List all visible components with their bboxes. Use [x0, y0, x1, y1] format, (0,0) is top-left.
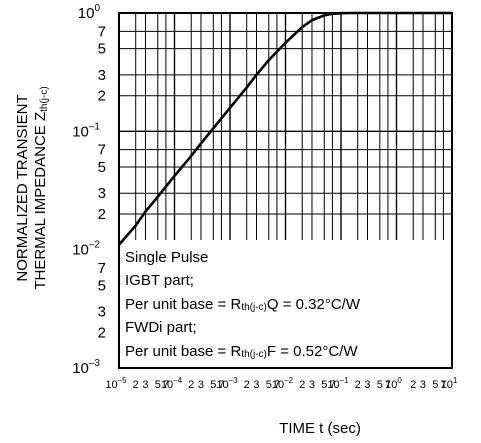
y-tick-label: 5	[98, 41, 106, 58]
x-tick-label: 10–4	[161, 376, 183, 391]
y-tick-base: 10	[72, 123, 89, 140]
y-axis-title: NORMALIZED TRANSIENT THERMAL IMPEDANCE Z…	[14, 86, 50, 289]
x-tick-label: 3	[364, 379, 370, 391]
x-tick-exponent: –3	[229, 376, 238, 385]
x-axis-ticks: 10–5 2 3 5 710–4 2 3 5 710–3 2 3 5 710–2 2 3 5 710–1 2 3 5 7…	[105, 376, 457, 391]
annotation-line-1: Single Pulse	[125, 249, 208, 266]
y-tick-label: 7	[98, 142, 106, 159]
x-tick-exponent: 0	[397, 376, 402, 385]
x-tick-exponent: –5	[118, 376, 127, 385]
x-tick-label: 2	[244, 379, 250, 391]
x-tick-label: 2	[299, 379, 305, 391]
y-tick-label: 5	[98, 159, 106, 176]
x-tick-label: 5	[210, 379, 216, 391]
annotation-line-3-pre: Per unit base = R	[125, 296, 241, 313]
y-tick-label: 2	[98, 88, 106, 105]
x-axis-title: TIME t (sec)	[279, 420, 361, 437]
y-tick-exponent: –1	[89, 121, 101, 132]
x-tick-label: 7	[218, 379, 224, 391]
series-line-thermal-impedance	[118, 11, 452, 246]
y-axis-title-line-2: THERMAL IMPEDANCE Zth(j-c)	[32, 86, 50, 289]
x-tick-exponent: 1	[453, 376, 458, 385]
x-tick-base: 10	[385, 379, 397, 391]
annotation-line-4: FWDi part;	[125, 319, 197, 336]
x-tick-label: 3	[198, 379, 204, 391]
x-axis-title-unit: (sec)	[323, 420, 361, 437]
annotation-line-2: IGBT part;	[125, 272, 194, 289]
x-tick-label: 10–5	[105, 376, 127, 391]
y-tick-label: 100	[78, 3, 101, 22]
x-tick-exponent: –1	[340, 376, 349, 385]
x-tick-label: 2	[188, 379, 194, 391]
x-tick-base: 10	[105, 379, 117, 391]
y-tick-label: 7	[98, 260, 106, 277]
x-tick-label: 2	[355, 379, 361, 391]
annotation-background	[119, 240, 451, 368]
y-tick-exponent: 0	[94, 3, 100, 14]
y-tick-label: 7	[98, 23, 106, 40]
x-tick-label: 3	[142, 379, 148, 391]
x-tick-label: 3	[253, 379, 259, 391]
x-tick-exponent: –4	[173, 376, 182, 385]
annotation-line-3: Per unit base = Rth(j-c)Q = 0.32°C/W	[125, 296, 361, 313]
x-tick-label: 3	[420, 379, 426, 391]
x-tick-label: 5	[377, 379, 383, 391]
x-tick-base: 10	[272, 379, 284, 391]
x-tick-label: 3	[309, 379, 315, 391]
annotation: Single Pulse IGBT part; Per unit base = …	[125, 249, 361, 360]
x-tick-label: 10–3	[216, 376, 238, 391]
x-tick-base: 10	[327, 379, 339, 391]
y-tick-label: 3	[98, 304, 106, 321]
x-tick-base: 10	[216, 379, 228, 391]
y-tick-label: 2	[98, 206, 106, 223]
y-tick-base: 10	[72, 360, 89, 377]
x-tick-label: 2	[133, 379, 139, 391]
x-tick-exponent: –2	[284, 376, 293, 385]
y-tick-label: 10–2	[72, 240, 100, 259]
annotation-line-5-pre: Per unit base = R	[125, 343, 241, 360]
x-tick-label: 5	[321, 379, 327, 391]
x-tick-label: 10–2	[272, 376, 294, 391]
y-tick-label: 3	[98, 185, 106, 202]
y-tick-label: 3	[98, 67, 106, 84]
x-tick-label: 2	[410, 379, 416, 391]
x-tick-label: 7	[385, 379, 391, 391]
annotation-line-3-post: Q = 0.32°C/W	[267, 296, 361, 313]
annotation-line-3-sub: th(j-c)	[241, 302, 267, 313]
plot-frame	[118, 12, 453, 369]
x-tick-label: 10–1	[327, 376, 349, 391]
x-tick-base: 10	[161, 379, 173, 391]
y-axis-title-line-1: NORMALIZED TRANSIENT	[14, 94, 31, 281]
y-tick-base: 10	[72, 242, 89, 259]
x-tick-label: 7	[274, 379, 280, 391]
annotation-line-5: Per unit base = Rth(j-c)F = 0.52°C/W	[125, 343, 358, 360]
x-tick-label: 7	[329, 379, 335, 391]
x-tick-label: 101	[441, 376, 458, 391]
x-tick-label: 7	[440, 379, 446, 391]
y-tick-label: 10–3	[72, 358, 100, 377]
y-tick-label: 10–1	[72, 121, 100, 140]
y-tick-exponent: –3	[89, 358, 101, 369]
y-tick-label: 2	[98, 324, 106, 341]
y-axis-title-line-2-sub: th(j-c)	[39, 86, 50, 112]
x-tick-label: 100	[385, 376, 402, 391]
y-tick-label: 5	[98, 277, 106, 294]
x-tick-label: 5	[266, 379, 272, 391]
x-tick-label: 7	[163, 379, 169, 391]
y-axis-title-line-2-main: THERMAL IMPEDANCE Z	[32, 112, 49, 290]
annotation-line-5-post: F = 0.52°C/W	[267, 343, 358, 360]
x-tick-label: 5	[155, 379, 161, 391]
y-tick-exponent: –2	[89, 240, 101, 251]
annotation-line-5-sub: th(j-c)	[241, 349, 267, 360]
x-tick-label: 5	[432, 379, 438, 391]
x-tick-base: 10	[441, 379, 453, 391]
x-axis-title-main: TIME t	[279, 420, 324, 437]
y-tick-base: 10	[78, 5, 95, 22]
